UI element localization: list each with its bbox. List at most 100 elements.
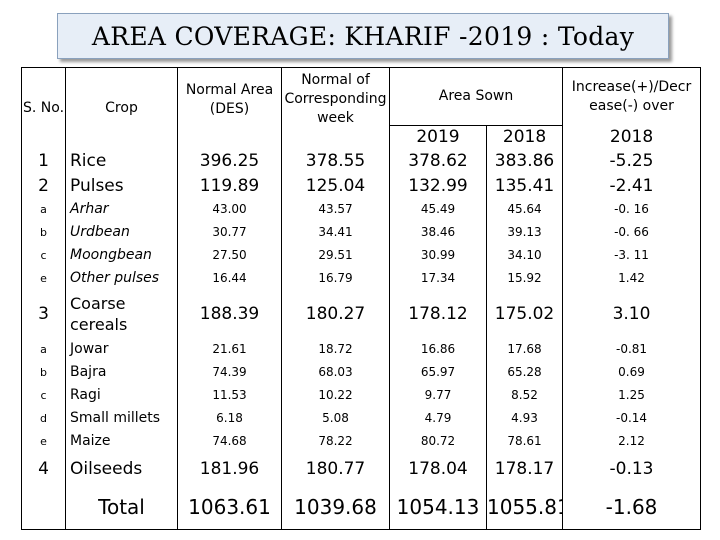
normal-area-cell: 181.96: [177, 453, 282, 486]
crop-cell: Ragi: [65, 384, 178, 408]
sown-2018-cell: 78.61: [486, 430, 564, 454]
normal-week-cell: 180.27: [281, 290, 390, 339]
crop-cell: Maize: [65, 430, 178, 454]
page-title: AREA COVERAGE: KHARIF -2019 : Today: [91, 21, 635, 51]
sown-2019-cell: 17.34: [389, 267, 487, 291]
total-change: -1.68: [562, 485, 702, 530]
total-sown-2019: 1054.13: [389, 485, 487, 530]
sno-cell: c: [21, 244, 66, 268]
sown-2019-cell: 16.86: [389, 338, 487, 362]
normal-week-cell: 34.41: [281, 221, 390, 245]
normal-week-cell: 18.72: [281, 338, 390, 362]
normal-area-cell: 396.25: [177, 149, 282, 174]
header-year-2019: 2019: [389, 125, 487, 150]
normal-week-cell: 29.51: [281, 244, 390, 268]
sown-2019-cell: 132.99: [389, 173, 487, 199]
crop-cell: Rice: [65, 149, 178, 174]
crop-cell: Oilseeds: [65, 453, 178, 486]
change-cell: -0.13: [562, 453, 702, 486]
sown-2018-cell: 383.86: [486, 149, 564, 174]
normal-area-cell: 27.50: [177, 244, 282, 268]
change-cell: 2.12: [562, 430, 702, 454]
sno-cell: c: [21, 384, 66, 408]
total-sno-cell: [21, 485, 66, 530]
normal-week-cell: 78.22: [281, 430, 390, 454]
crop-cell: Jowar: [65, 338, 178, 362]
change-cell: -0.14: [562, 407, 702, 431]
sown-2019-cell: 30.99: [389, 244, 487, 268]
sown-2018-cell: 34.10: [486, 244, 564, 268]
change-cell: -5.25: [562, 149, 702, 174]
header-normal-week: Normal of Corresponding week: [281, 67, 390, 150]
normal-week-cell: 180.77: [281, 453, 390, 486]
crop-cell: Small millets: [65, 407, 178, 431]
crop-cell: Pulses: [65, 173, 178, 199]
sown-2019-cell: 45.49: [389, 198, 487, 222]
sno-cell: e: [21, 267, 66, 291]
total-sown-2018: 1055.81: [486, 485, 564, 530]
crop-cell: Bajra: [65, 361, 178, 385]
normal-area-cell: 119.89: [177, 173, 282, 199]
sno-cell: b: [21, 221, 66, 245]
sown-2018-cell: 178.17: [486, 453, 564, 486]
crop-cell: Arhar: [65, 198, 178, 222]
normal-week-cell: 43.57: [281, 198, 390, 222]
title-banner: AREA COVERAGE: KHARIF -2019 : Today: [57, 13, 669, 59]
change-cell: 0.69: [562, 361, 702, 385]
sno-cell: 1: [21, 149, 66, 174]
normal-week-cell: 10.22: [281, 384, 390, 408]
sown-2018-cell: 8.52: [486, 384, 564, 408]
sown-2019-cell: 38.46: [389, 221, 487, 245]
sown-2019-cell: 80.72: [389, 430, 487, 454]
total-label: Total: [65, 485, 178, 530]
normal-area-cell: 30.77: [177, 221, 282, 245]
header-year-2018: 2018: [486, 125, 564, 150]
sown-2018-cell: 65.28: [486, 361, 564, 385]
crop-cell: Other pulses: [65, 267, 178, 291]
total-normal-area: 1063.61: [177, 485, 282, 530]
sno-cell: a: [21, 338, 66, 362]
normal-week-cell: 5.08: [281, 407, 390, 431]
sno-cell: 3: [21, 290, 66, 339]
normal-area-cell: 188.39: [177, 290, 282, 339]
sown-2019-cell: 178.12: [389, 290, 487, 339]
sown-2019-cell: 9.77: [389, 384, 487, 408]
sown-2019-cell: 65.97: [389, 361, 487, 385]
area-coverage-table: S. No. Crop Normal Area (DES) Normal of …: [21, 67, 702, 530]
change-cell: 3.10: [562, 290, 702, 339]
crop-cell: Urdbean: [65, 221, 178, 245]
normal-week-cell: 16.79: [281, 267, 390, 291]
normal-area-cell: 21.61: [177, 338, 282, 362]
header-crop: Crop: [65, 67, 178, 150]
sno-cell: e: [21, 430, 66, 454]
sown-2018-cell: 135.41: [486, 173, 564, 199]
normal-area-cell: 74.68: [177, 430, 282, 454]
change-cell: -2.41: [562, 173, 702, 199]
change-cell: 1.42: [562, 267, 702, 291]
normal-area-cell: 43.00: [177, 198, 282, 222]
sown-2018-cell: 15.92: [486, 267, 564, 291]
sown-2018-cell: 45.64: [486, 198, 564, 222]
normal-area-cell: 74.39: [177, 361, 282, 385]
sown-2018-cell: 175.02: [486, 290, 564, 339]
normal-week-cell: 378.55: [281, 149, 390, 174]
header-normal-area: Normal Area (DES): [177, 67, 282, 150]
change-cell: -0.81: [562, 338, 702, 362]
normal-week-cell: 68.03: [281, 361, 390, 385]
sown-2018-cell: 17.68: [486, 338, 564, 362]
header-year-2018-change: 2018: [562, 125, 702, 150]
sown-2019-cell: 4.79: [389, 407, 487, 431]
normal-area-cell: 11.53: [177, 384, 282, 408]
sno-cell: 2: [21, 173, 66, 199]
sown-2018-cell: 39.13: [486, 221, 564, 245]
header-sno: S. No.: [21, 67, 66, 150]
change-cell: -3. 11: [562, 244, 702, 268]
crop-cell: Moongbean: [65, 244, 178, 268]
change-cell: -0. 66: [562, 221, 702, 245]
sown-2019-cell: 378.62: [389, 149, 487, 174]
total-normal-week: 1039.68: [281, 485, 390, 530]
change-cell: -0. 16: [562, 198, 702, 222]
sown-2019-cell: 178.04: [389, 453, 487, 486]
sno-cell: 4: [21, 453, 66, 486]
sno-cell: d: [21, 407, 66, 431]
